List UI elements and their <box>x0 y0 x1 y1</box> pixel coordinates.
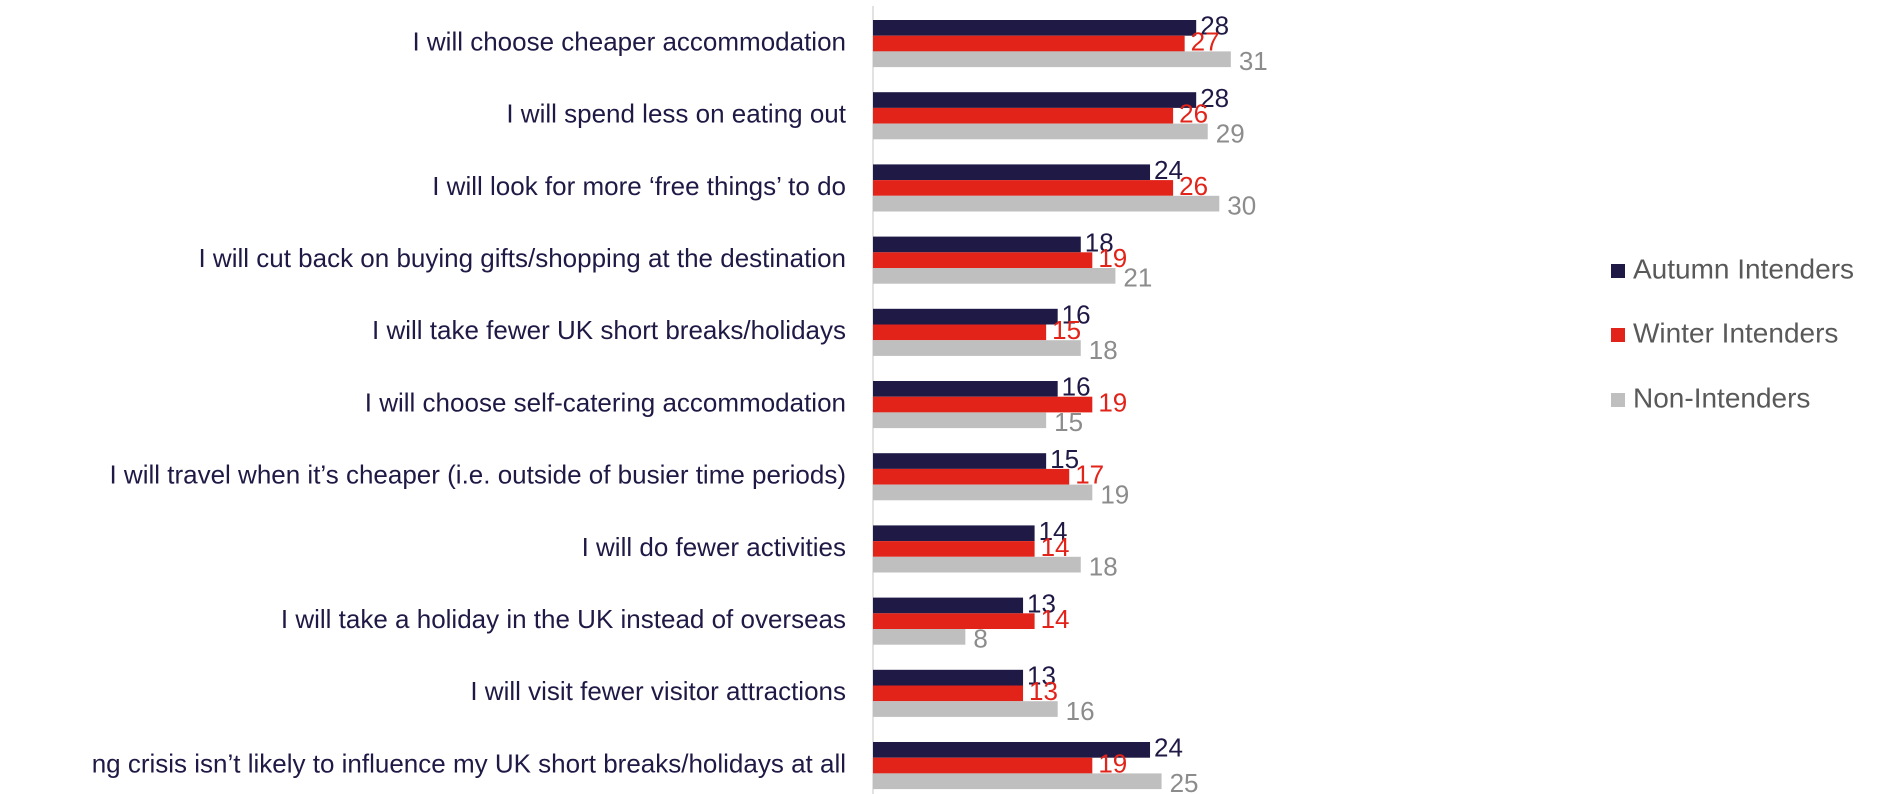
bar <box>873 340 1081 356</box>
bar <box>873 308 1058 325</box>
bar <box>873 597 1024 614</box>
category-label: I will travel when it’s cheaper (i.e. ou… <box>109 460 846 490</box>
bar <box>873 412 1047 429</box>
value-label: 18 <box>1089 552 1118 582</box>
bar <box>873 195 1220 212</box>
bar <box>873 613 1035 629</box>
bar <box>873 468 1070 485</box>
value-label: 16 <box>1062 300 1091 330</box>
value-label: 13 <box>1027 661 1056 691</box>
legend-swatch <box>1611 393 1625 407</box>
bar <box>873 123 1208 140</box>
value-label: 19 <box>1098 387 1127 417</box>
value-label: 14 <box>1041 604 1070 634</box>
category-label: I will spend less on eating out <box>506 99 846 129</box>
bar <box>873 35 1185 52</box>
bar <box>873 51 1231 68</box>
value-label: 14 <box>1039 516 1068 546</box>
category-label: I will do fewer activities <box>582 532 846 562</box>
value-label: 29 <box>1216 118 1245 148</box>
bar <box>873 107 1174 124</box>
bar <box>873 742 1151 758</box>
bar <box>873 453 1047 469</box>
value-label: 28 <box>1200 83 1229 113</box>
category-label: I will cut back on buying gifts/shopping… <box>198 243 846 273</box>
bar <box>873 541 1035 557</box>
category-label: I will take fewer UK short breaks/holida… <box>372 315 846 345</box>
bar <box>873 236 1081 253</box>
category-label: I will choose cheaper accommodation <box>412 26 846 56</box>
category-label: I will visit fewer visitor attractions <box>470 676 846 706</box>
bar <box>873 669 1024 686</box>
bar <box>873 525 1035 542</box>
value-label: 18 <box>1089 335 1118 365</box>
category-label: I will look for more ‘free things’ to do <box>432 171 846 201</box>
legend-label: Non-Intenders <box>1633 382 1810 413</box>
value-label: 28 <box>1200 11 1229 41</box>
value-label: 19 <box>1100 479 1129 509</box>
bar <box>873 268 1116 284</box>
bar <box>873 164 1151 181</box>
bar <box>873 180 1174 196</box>
bar <box>873 701 1058 717</box>
bar <box>873 381 1058 397</box>
category-label: I will take a holiday in the UK instead … <box>281 604 846 634</box>
bar <box>873 20 1197 36</box>
bar <box>873 324 1047 341</box>
bar <box>873 556 1081 573</box>
bar <box>873 396 1093 413</box>
value-label: 8 <box>973 624 987 654</box>
value-label: 25 <box>1170 768 1199 794</box>
bar <box>873 92 1197 108</box>
value-label: 16 <box>1066 696 1095 726</box>
value-label: 30 <box>1227 191 1256 221</box>
category-label: ng crisis isn’t likely to influence my U… <box>92 748 846 778</box>
legend-label: Winter Intenders <box>1633 317 1838 348</box>
bar <box>873 773 1162 790</box>
value-label: 24 <box>1154 733 1183 763</box>
bar <box>873 629 966 645</box>
bar <box>873 685 1024 702</box>
bar <box>873 252 1093 268</box>
category-label: I will choose self-catering accommodatio… <box>365 387 846 417</box>
value-label: 31 <box>1239 46 1268 76</box>
value-label: 15 <box>1054 407 1083 437</box>
bar <box>873 757 1093 774</box>
legend-label: Autumn Intenders <box>1633 253 1854 284</box>
value-label: 21 <box>1123 263 1152 293</box>
bar <box>873 484 1093 501</box>
legend-swatch <box>1611 264 1625 278</box>
legend-swatch <box>1611 328 1625 342</box>
